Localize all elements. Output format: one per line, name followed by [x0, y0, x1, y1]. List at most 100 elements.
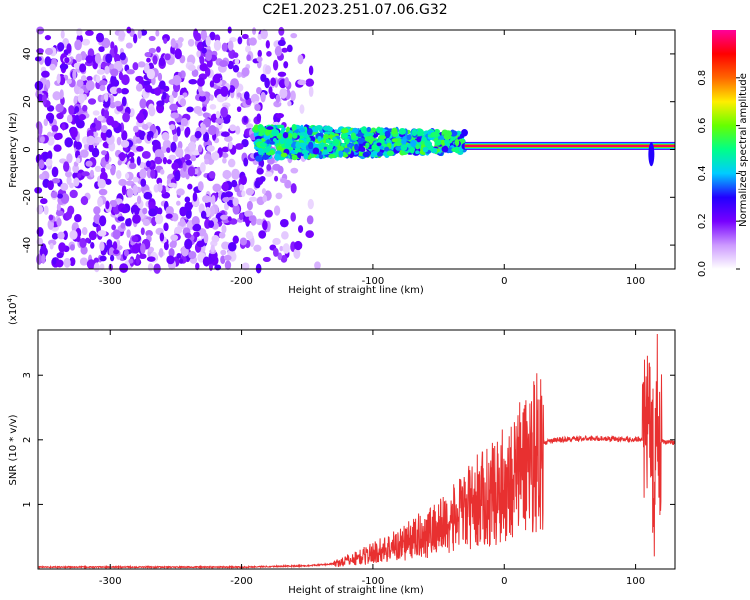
heatmap-cell: [69, 127, 78, 139]
heatmap-cell: [98, 188, 108, 196]
heatmap-cell: [66, 78, 72, 85]
heatmap-cell: [343, 138, 350, 144]
heatmap-cell: [224, 135, 233, 142]
heatmap-cell: [140, 178, 147, 187]
heatmap-cell: [42, 93, 47, 105]
heatmap-cell: [220, 86, 229, 97]
heatmap-cell: [154, 214, 164, 225]
heatmap-cell: [280, 129, 285, 134]
heatmap-cell: [295, 141, 301, 149]
heatmap-cell: [291, 132, 298, 139]
heatmap-cell: [163, 37, 168, 44]
heatmap-cell: [264, 209, 273, 218]
colorbar: 0.0 0.2 0.4 0.6 0.8 Normalized spectral ampl…: [697, 30, 749, 277]
heatmap-cell: [101, 37, 111, 49]
heatmap-cell: [91, 122, 96, 128]
heatmap-cell: [411, 128, 418, 137]
heatmap-cell: [199, 63, 208, 72]
heatmap-cell: [308, 86, 314, 98]
heatmap-cell: [148, 208, 158, 217]
heatmap-cell: [264, 171, 273, 177]
heatmap-cell: [306, 136, 311, 143]
heatmap-cell: [232, 64, 240, 73]
heatmap-cell: [50, 191, 58, 199]
heatmap-cell: [174, 226, 183, 234]
heatmap-cell: [359, 147, 366, 153]
heatmap-cell: [154, 149, 164, 158]
heatmap-cell: [290, 33, 298, 39]
heatmap-cell: [74, 105, 80, 113]
spectrogram-y-axis: -40 -20 0 20 40: [22, 48, 675, 253]
heatmap-cell: [357, 137, 366, 144]
heatmap-cell: [73, 95, 78, 105]
heatmap-cell: [306, 128, 313, 136]
heatmap-cell: [80, 75, 87, 82]
heatmap-cell: [222, 169, 232, 180]
heatmap-cell: [126, 229, 131, 238]
heatmap-cell: [132, 62, 139, 71]
heatmap-cell: [328, 153, 336, 159]
heatmap-cell: [74, 141, 83, 150]
heatmap-cell: [378, 145, 384, 150]
heatmap-cell: [66, 43, 72, 54]
heatmap-cell: [221, 241, 230, 250]
heatmap-cell: [245, 230, 254, 240]
heatmap-cell: [340, 129, 349, 134]
heatmap-cell: [39, 136, 45, 144]
snr-x-label: Height of straight line (km): [288, 585, 424, 596]
heatmap-cell: [202, 106, 207, 112]
heatmap-cell: [281, 47, 289, 53]
heatmap-cell: [161, 131, 170, 141]
heatmap-cell: [75, 157, 81, 164]
heatmap-cell: [158, 80, 166, 90]
heatmap-cell: [184, 232, 192, 239]
heatmap-cell: [176, 253, 182, 259]
heatmap-cell: [87, 98, 97, 105]
heatmap-cell: [262, 154, 270, 160]
heatmap-cell: [115, 169, 122, 180]
heatmap-cell: [303, 152, 309, 160]
heatmap-cell: [240, 175, 247, 186]
heatmap-cell: [72, 164, 80, 173]
heatmap-cell: [139, 98, 147, 109]
spectrogram-y-tick-label: 0: [22, 146, 33, 152]
heatmap-cell: [136, 156, 141, 166]
heatmap-cell: [200, 210, 207, 219]
heatmap-cell: [223, 254, 232, 261]
heatmap-cell: [197, 144, 203, 153]
heatmap-cell: [410, 139, 417, 147]
heatmap-cell: [40, 198, 48, 205]
heatmap-cell: [279, 87, 288, 99]
heatmap-cell: [258, 127, 266, 134]
heatmap-cell: [38, 159, 45, 169]
heatmap-cell: [45, 158, 53, 167]
heatmap-cell: [79, 63, 87, 73]
heatmap-cell: [283, 61, 289, 69]
snr-y-axis: 1 2 3: [22, 372, 675, 508]
heatmap-cell: [274, 45, 283, 57]
heatmap-cell: [172, 133, 178, 143]
heatmap-cell: [449, 130, 458, 137]
heatmap-cell: [79, 149, 89, 158]
heatmap-cell: [180, 117, 189, 127]
heatmap-cell: [57, 42, 65, 52]
snr-x-tick-label: -300: [99, 576, 122, 587]
heatmap-cell: [220, 249, 227, 256]
heatmap-cell: [91, 147, 100, 158]
heatmap-cell: [85, 55, 93, 64]
heatmap-cell: [343, 147, 350, 153]
heatmap-cell: [98, 79, 108, 86]
heatmap-cell: [138, 130, 146, 141]
heatmap-cell: [185, 159, 193, 166]
spectrogram-x-tick-label: -300: [99, 276, 122, 287]
heatmap-cell: [386, 150, 395, 157]
heatmap-cell: [78, 88, 84, 96]
heatmap-cell: [157, 182, 163, 193]
heatmap-cell: [56, 112, 64, 120]
heatmap-cell: [406, 134, 412, 141]
heatmap-cell: [179, 218, 186, 227]
heatmap-cell: [347, 143, 352, 148]
heatmap-cell: [126, 188, 134, 198]
heatmap-cell: [162, 157, 168, 165]
heatmap-cell: [234, 58, 240, 66]
